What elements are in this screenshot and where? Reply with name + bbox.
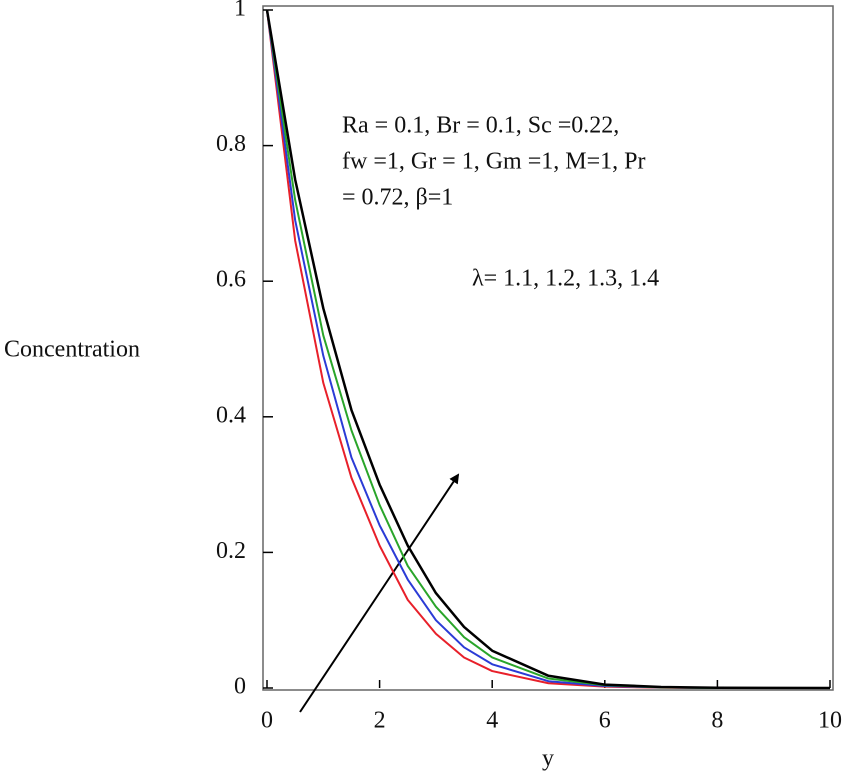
annotation: Ra = 0.1, Br = 0.1, Sc =0.22,	[342, 113, 619, 139]
annotation: = 0.72, β=1	[342, 185, 453, 211]
y-tick-label: 0.4	[216, 402, 246, 428]
x-tick-label: 10	[818, 708, 842, 734]
x-tick-label: 6	[599, 708, 611, 734]
annotation: fw =1, Gr = 1, Gm =1, M=1, Pr	[342, 149, 645, 175]
plot-frame	[262, 5, 834, 691]
arrow	[299, 473, 460, 713]
y-axis-label: Concentration	[4, 337, 140, 363]
x-tick-label: 4	[486, 708, 498, 734]
arrow-label: λ= 1.1, 1.2, 1.3, 1.4	[472, 266, 659, 292]
y-tick-label: 1	[234, 0, 246, 22]
y-tick-label: 0.2	[216, 538, 246, 564]
y-tick-label: 0.8	[216, 131, 246, 157]
y-tick-label: 0	[234, 674, 246, 700]
y-tick-label: 0.6	[216, 267, 246, 293]
line-series	[265, 9, 831, 690]
x-tick-label: 0	[261, 708, 273, 734]
x-tick-label: 2	[374, 708, 386, 734]
x-tick-label: 8	[711, 708, 723, 734]
x-axis-label: y	[542, 746, 554, 772]
